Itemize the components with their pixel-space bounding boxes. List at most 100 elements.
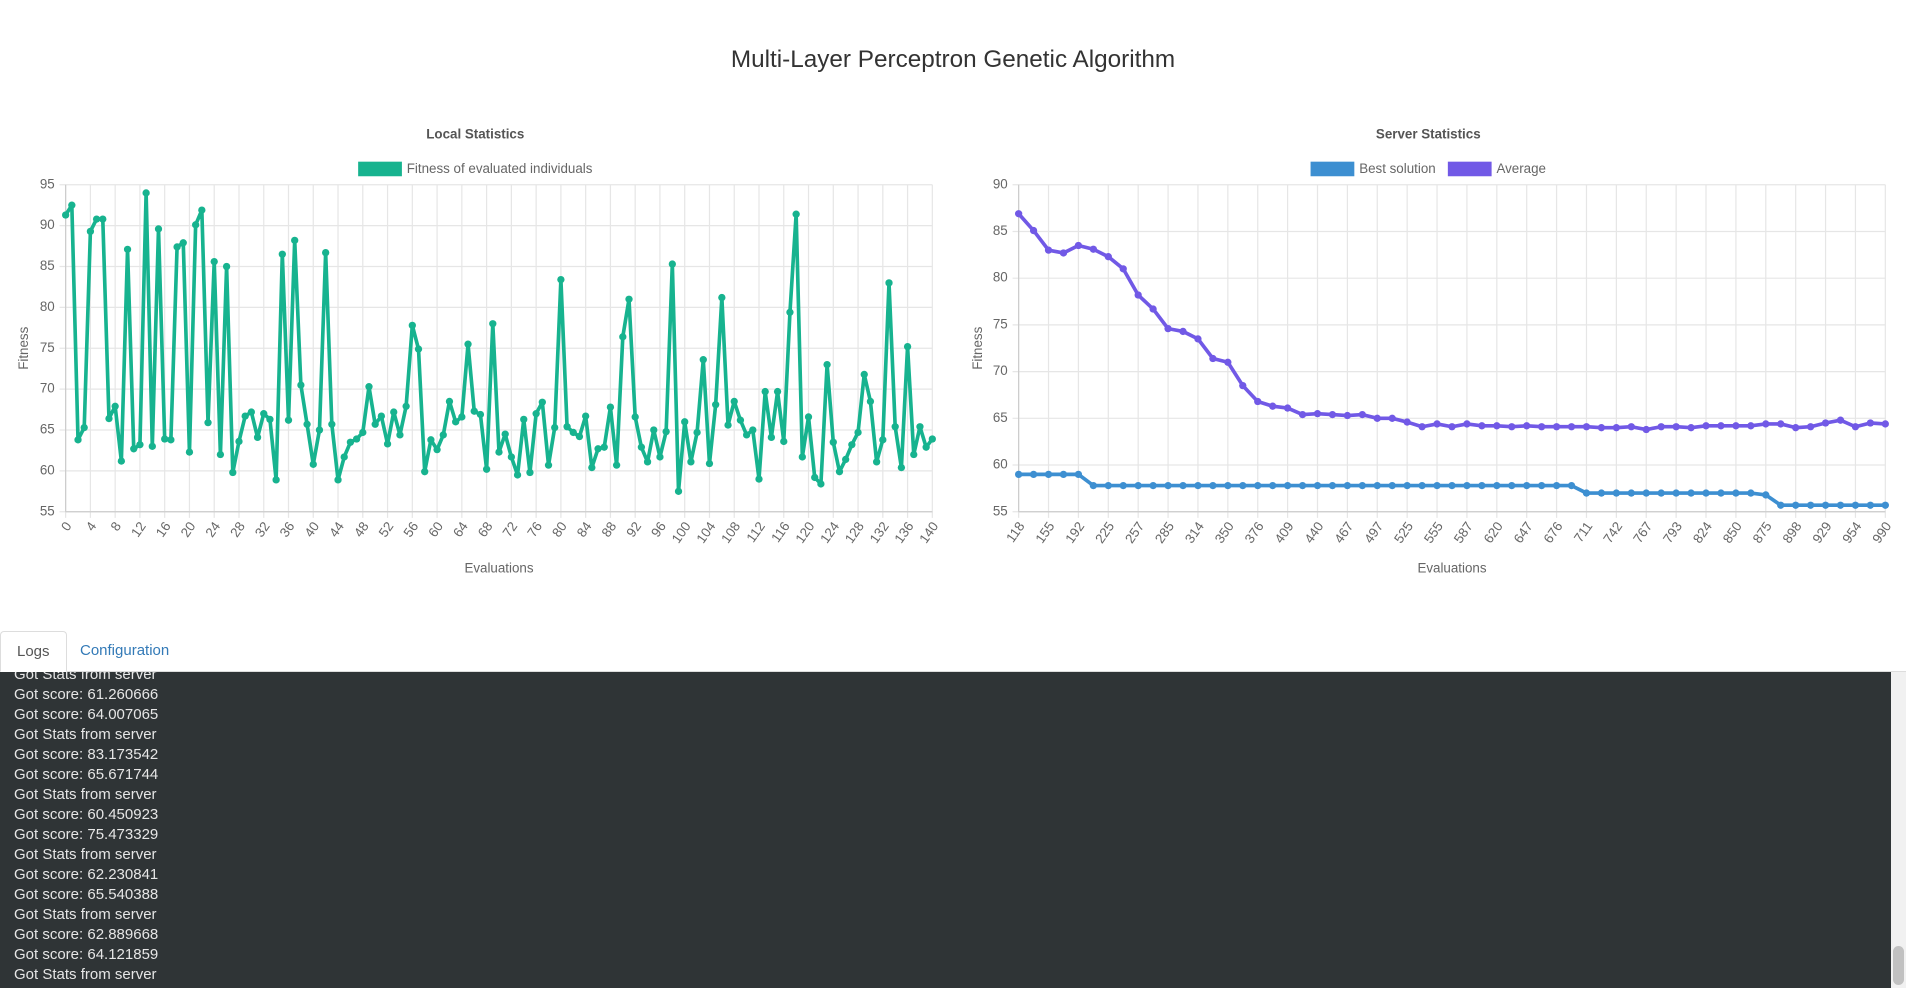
- x-tick-label: 92: [623, 519, 644, 540]
- x-tick-label: 155: [1032, 519, 1057, 546]
- data-point: [204, 419, 212, 427]
- x-tick-label: 96: [648, 519, 669, 540]
- data-point: [1642, 425, 1650, 434]
- data-point: [1493, 481, 1501, 490]
- x-tick-label: 192: [1062, 519, 1087, 546]
- x-tick-label: 225: [1092, 519, 1117, 546]
- data-point: [1283, 404, 1292, 412]
- data-point: [872, 458, 881, 466]
- x-tick-label: 44: [326, 519, 347, 540]
- x-tick-label: 0: [58, 519, 75, 534]
- data-point: [662, 427, 670, 436]
- data-point: [910, 450, 918, 459]
- data-point: [699, 356, 707, 364]
- x-tick-label: 555: [1421, 519, 1446, 546]
- data-point: [1388, 414, 1396, 422]
- data-point: [495, 448, 503, 456]
- data-point: [835, 468, 844, 476]
- data-point: [1194, 335, 1202, 343]
- data-point: [390, 408, 398, 416]
- data-point: [1478, 481, 1486, 490]
- data-point: [1164, 481, 1172, 490]
- tab[interactable]: Logs: [0, 631, 67, 672]
- series-line: [64, 191, 934, 494]
- data-point: [705, 459, 714, 468]
- x-tick-label: 257: [1122, 519, 1147, 546]
- data-point: [724, 421, 732, 429]
- x-axis-title: Evaluations: [1417, 560, 1486, 575]
- data-point: [334, 476, 342, 484]
- data-point: [674, 487, 683, 495]
- x-tick-label: 64: [450, 519, 471, 540]
- scrollbar[interactable]: [1891, 672, 1906, 988]
- log-line: Got score: 83.173542: [14, 746, 159, 763]
- data-point: [433, 445, 441, 454]
- data-point: [117, 457, 126, 465]
- log-line: Got score: 62.889668: [14, 926, 159, 943]
- x-tick-label: 16: [153, 519, 174, 540]
- data-point: [421, 468, 429, 476]
- data-point: [1298, 481, 1307, 490]
- data-point: [1687, 424, 1695, 432]
- data-point: [1881, 501, 1889, 509]
- data-point: [891, 423, 899, 431]
- data-point: [718, 293, 726, 302]
- x-tick-label: 36: [277, 519, 298, 540]
- y-tick-label: 55: [40, 503, 55, 518]
- data-point: [668, 260, 676, 268]
- data-point: [396, 431, 404, 439]
- data-point: [798, 453, 806, 461]
- data-point: [482, 465, 491, 473]
- y-tick-label: 55: [993, 503, 1008, 518]
- scroll-thumb[interactable]: [1893, 946, 1904, 985]
- data-point: [216, 450, 225, 459]
- x-tick-label: 128: [842, 519, 867, 546]
- data-point: [148, 442, 156, 450]
- data-point: [811, 473, 819, 482]
- data-point: [507, 453, 516, 461]
- data-point: [1343, 481, 1352, 490]
- data-point: [792, 210, 800, 218]
- data-point: [340, 453, 348, 461]
- data-point: [198, 206, 206, 214]
- x-tick-label: 4: [83, 519, 100, 534]
- data-point: [1687, 489, 1695, 497]
- data-point: [402, 402, 410, 410]
- data-point: [786, 308, 794, 316]
- x-tick-label: 124: [817, 519, 842, 546]
- x-tick-label: 954: [1839, 519, 1864, 546]
- data-point: [68, 201, 76, 209]
- data-point: [210, 257, 218, 266]
- log-line: Got score: 65.671744: [14, 766, 159, 783]
- data-point: [1269, 481, 1277, 490]
- x-tick-label: 24: [202, 519, 223, 540]
- data-point: [464, 340, 472, 348]
- data-point: [470, 407, 478, 415]
- data-point: [1433, 481, 1441, 490]
- data-point: [1164, 324, 1172, 333]
- x-tick-label: 32: [252, 519, 273, 540]
- data-point: [1044, 246, 1053, 254]
- x-tick-label: 136: [891, 519, 916, 546]
- data-point: [179, 239, 187, 247]
- data-point: [1508, 481, 1516, 490]
- y-tick-label: 70: [40, 381, 55, 396]
- log-line: Got score: 65.540388: [14, 886, 159, 903]
- x-tick-label: 118: [1003, 519, 1028, 545]
- x-tick-label: 285: [1152, 519, 1177, 546]
- legend-swatch: [1447, 161, 1492, 177]
- data-point: [619, 333, 627, 341]
- data-point: [594, 445, 602, 453]
- data-point: [1717, 489, 1725, 497]
- x-tick-label: 60: [425, 519, 446, 540]
- tab[interactable]: Configuration: [80, 642, 170, 659]
- data-point: [780, 437, 788, 446]
- x-tick-label: 767: [1630, 519, 1655, 546]
- data-point: [1702, 489, 1710, 497]
- x-tick-label: 929: [1809, 519, 1834, 546]
- data-point: [712, 401, 720, 409]
- data-point: [1283, 481, 1292, 490]
- data-point: [1702, 422, 1710, 430]
- data-point: [730, 397, 738, 406]
